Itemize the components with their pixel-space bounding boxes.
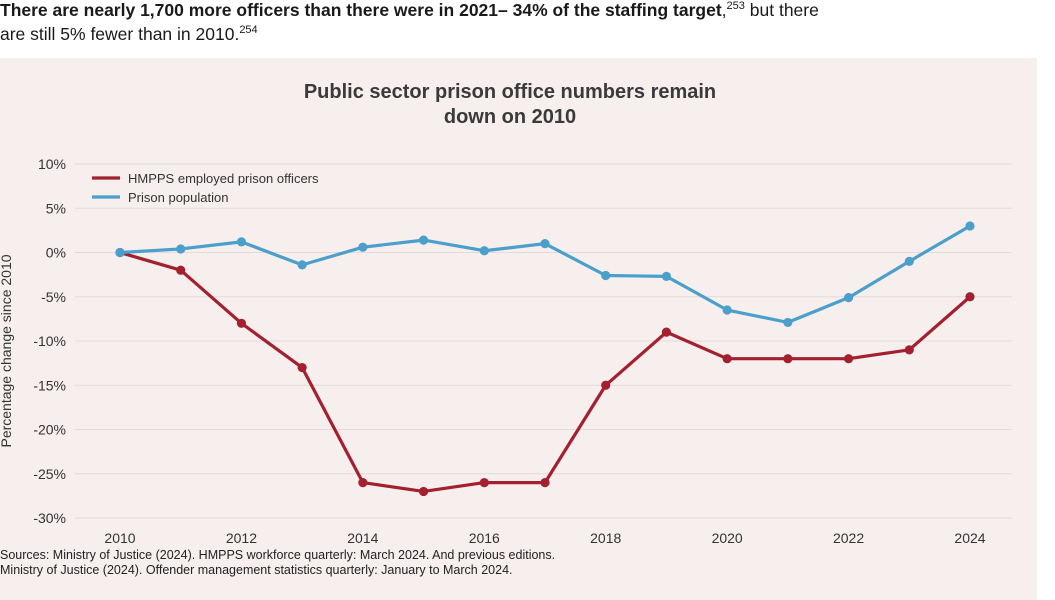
- data-point-population: [540, 239, 550, 249]
- intro-bold-statement: There are nearly 1,700 more officers tha…: [0, 0, 722, 20]
- footnote-ref-253[interactable]: 253: [726, 0, 745, 13]
- x-tick-label: 2010: [104, 530, 135, 546]
- intro-line-2: are still 5% fewer than in 2010.254: [0, 22, 1040, 46]
- data-point-population: [115, 247, 125, 258]
- data-point-officers: [601, 380, 611, 390]
- data-point-officers: [722, 354, 732, 364]
- data-point-officers: [176, 265, 186, 275]
- legend-label: Prison population: [128, 190, 228, 205]
- series-line-officers: [118, 250, 972, 494]
- y-tick-label: -5%: [41, 289, 66, 305]
- intro-rest: but there: [744, 0, 819, 20]
- y-tick-label: 10%: [38, 156, 66, 172]
- x-tick-label: 2018: [590, 530, 621, 546]
- x-tick-label: 2020: [712, 530, 743, 546]
- data-point-population: [601, 270, 611, 281]
- data-point-officers: [540, 478, 550, 488]
- data-point-population: [176, 244, 186, 254]
- data-point-population: [722, 305, 732, 315]
- y-tick-label: 0%: [46, 245, 66, 261]
- sources-note: Sources: Ministry of Justice (2024). HMP…: [0, 548, 1030, 578]
- data-point-population: [297, 260, 307, 270]
- x-tick-label: 2022: [833, 530, 864, 546]
- data-point-officers: [297, 362, 307, 373]
- chart-title-line: Public sector prison office numbers rema…: [304, 81, 716, 103]
- data-point-officers: [904, 345, 914, 355]
- source-line-2: Ministry of Justice (2024). Offender man…: [0, 563, 513, 577]
- data-point-officers: [418, 486, 429, 497]
- line-chart: Public sector prison office numbers rema…: [0, 81, 1012, 546]
- x-tick-label: 2014: [347, 530, 378, 546]
- y-tick-label: 5%: [46, 200, 66, 216]
- data-point-officers: [965, 292, 975, 302]
- y-tick-label: -25%: [33, 466, 66, 482]
- y-tick-label: -20%: [33, 422, 66, 438]
- intro-text: There are nearly 1,700 more officers tha…: [0, 0, 1040, 46]
- source-line-1: Sources: Ministry of Justice (2024). HMP…: [0, 548, 556, 562]
- data-point-population: [904, 256, 914, 266]
- footnote-ref-254[interactable]: 254: [239, 24, 258, 37]
- data-point-population: [236, 237, 247, 247]
- data-point-population: [418, 235, 429, 245]
- y-axis-label: Percentage change since 2010: [0, 254, 14, 447]
- y-tick-label: -30%: [33, 510, 66, 526]
- y-tick-label: -10%: [33, 333, 66, 349]
- data-point-officers: [783, 354, 793, 364]
- chart-title-line: down on 2010: [444, 106, 576, 128]
- x-tick-label: 2012: [226, 530, 257, 546]
- data-point-officers: [843, 354, 854, 364]
- data-point-population: [843, 293, 854, 303]
- chart-panel: [0, 58, 1037, 600]
- data-point-population: [358, 242, 368, 252]
- data-point-population: [479, 246, 489, 256]
- intro-line-1: There are nearly 1,700 more officers tha…: [0, 0, 819, 20]
- data-point-population: [965, 221, 975, 231]
- data-point-officers: [479, 478, 489, 488]
- intro-rest-continued: are still 5% fewer than in 2010.: [0, 24, 240, 44]
- data-point-officers: [661, 327, 672, 337]
- y-tick-label: -15%: [33, 377, 66, 393]
- x-tick-label: 2016: [469, 530, 500, 546]
- data-point-population: [783, 317, 793, 328]
- legend-label: HMPPS employed prison officers: [128, 171, 319, 186]
- x-tick-label: 2024: [954, 530, 985, 546]
- data-point-population: [661, 271, 672, 281]
- data-point-officers: [236, 318, 247, 328]
- data-point-officers: [358, 478, 368, 488]
